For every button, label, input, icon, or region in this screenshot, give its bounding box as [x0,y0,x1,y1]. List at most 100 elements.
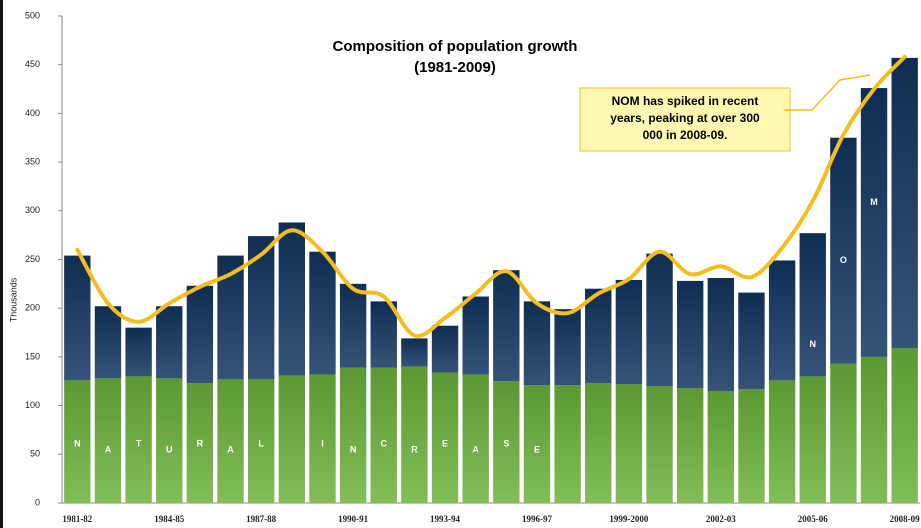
bar-shade [493,270,520,382]
bar-shade [738,389,765,503]
x-tick-label: 2008-09 [890,514,920,524]
bar-letter: L [258,439,264,449]
bar-letter: A [227,445,234,455]
bar-shade [94,306,122,379]
y-tick-label: 150 [25,351,40,361]
bar-shade [64,380,91,503]
y-axis-label: Thousands [8,277,18,322]
bar-letter: A [105,445,112,455]
bar-shade [891,57,918,349]
bar-shade [830,137,857,364]
bar-shade [768,260,796,381]
bar-letter: S [503,439,509,449]
y-tick-label: 100 [25,400,40,410]
bar-shade [860,88,888,357]
bar-letter: T [136,439,142,449]
bar-shade [64,255,91,381]
bar-shade [186,383,214,503]
x-tick-label: 1993-94 [430,514,460,524]
bar-letter: N [350,445,357,455]
bar-shade [309,374,336,503]
bar-letter: E [534,445,540,455]
left-border [0,0,3,528]
bar-shade [554,309,581,386]
bar-shade [401,338,428,367]
bar-shade [125,327,152,377]
bar-shade [615,279,643,385]
bar-letter: R [411,445,418,455]
bar-shade [707,390,734,503]
bar-shade [677,388,704,503]
bar-letter: A [472,445,479,455]
bar-shade [462,296,489,375]
bar-shade [339,283,367,368]
y-tick-label: 400 [25,108,40,118]
bar-shade [768,380,796,503]
bar-letter: O [840,255,847,265]
bar-letter: N [810,339,817,349]
y-tick-label: 250 [25,254,40,264]
x-tick-label: 2005-06 [798,514,828,524]
bar-shade [585,288,612,384]
bar-shade [156,306,183,379]
bar-letter: U [166,445,173,455]
bar-letter: E [442,439,448,449]
bar-shade [860,356,888,503]
bar-shade [891,348,918,503]
bar-shade [677,280,704,389]
bar-shade [186,285,214,384]
bar-letter: N [74,439,81,449]
bar-shade [554,385,581,503]
y-tick-label: 450 [25,59,40,69]
annotation: years, peaking at over 300 [610,111,760,125]
annotation: 000 in 2008-09. [643,128,728,142]
bar-letter: C [381,439,388,449]
bar-letter: I [321,439,324,449]
bar-shade [646,253,673,387]
bar-shade [248,379,275,503]
bar-shade [799,233,826,377]
bar-shade [585,383,612,503]
bar-shade [217,379,244,503]
y-tick-label: 350 [25,156,40,166]
bar-shade [830,363,857,503]
bar-shade [707,278,734,391]
x-tick-label: 1984-85 [154,514,184,524]
bar-shade [370,367,397,503]
bar-shade [94,378,122,503]
bar-letter: M [870,197,878,207]
bar-shade [615,384,643,503]
y-tick-label: 500 [25,10,40,20]
bar-letter: R [197,439,204,449]
bar-shade [646,386,673,503]
bar-shade [278,375,305,503]
x-tick-label: 1996-97 [522,514,552,524]
bar-shade [431,325,459,373]
bar-shade [309,251,336,375]
bar-shade [738,292,765,390]
bar-shade [370,301,397,368]
bar-shade [248,236,275,380]
x-tick-label: 1981-82 [62,514,92,524]
x-tick-label: 1987-88 [246,514,276,524]
chart-title: Composition of population growth [333,38,578,55]
annotation: NOM has spiked in recent [612,94,759,108]
x-tick-label: 2002-03 [706,514,736,524]
bar-shade [278,222,305,376]
annotation-box [579,87,791,152]
y-tick-label: 200 [25,303,40,313]
y-tick-label: 50 [30,449,40,459]
bar-shade [799,376,826,503]
y-tick-label: 300 [25,205,40,215]
y-tick-label: 0 [35,497,40,507]
bar-shade [523,385,551,503]
bar-shade [125,376,152,503]
x-tick-label: 1990-91 [338,514,368,524]
trend-line [75,54,907,339]
bar-shade [431,372,459,503]
bar-shade [156,378,183,503]
bar-shade [493,381,520,503]
bar-shade [339,367,367,503]
bar-shade [462,374,489,503]
bar-shade [401,366,428,503]
